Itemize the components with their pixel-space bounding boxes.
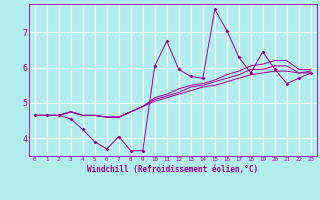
X-axis label: Windchill (Refroidissement éolien,°C): Windchill (Refroidissement éolien,°C) bbox=[87, 165, 258, 174]
